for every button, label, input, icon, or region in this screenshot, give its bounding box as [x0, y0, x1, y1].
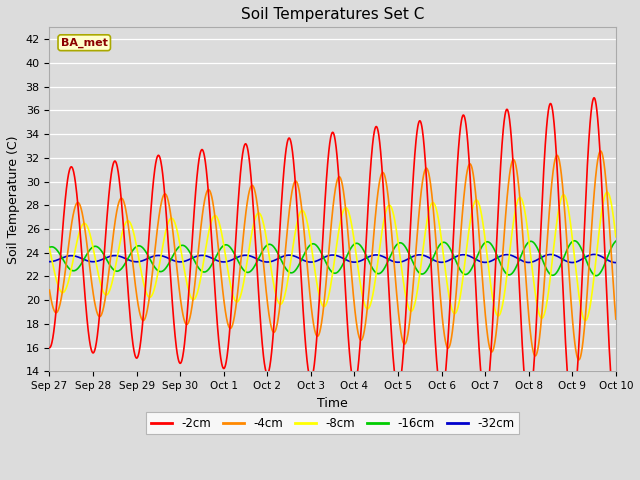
-4cm	[214, 242, 222, 248]
-2cm	[607, 374, 615, 380]
-32cm	[341, 256, 349, 262]
-8cm	[45, 246, 53, 252]
-4cm	[341, 202, 349, 208]
Y-axis label: Soil Temperature (C): Soil Temperature (C)	[7, 135, 20, 264]
-8cm	[607, 201, 615, 206]
Line: -32cm: -32cm	[49, 254, 616, 263]
Text: BA_met: BA_met	[61, 37, 108, 48]
-16cm	[214, 250, 222, 255]
-16cm	[612, 238, 620, 244]
-8cm	[214, 216, 222, 222]
-32cm	[529, 259, 537, 264]
-16cm	[607, 245, 615, 251]
-16cm	[45, 244, 53, 250]
-2cm	[529, 376, 537, 382]
-16cm	[570, 238, 578, 244]
-16cm	[231, 252, 239, 257]
-2cm	[214, 330, 222, 336]
-4cm	[612, 316, 620, 322]
-8cm	[612, 234, 620, 240]
-32cm	[45, 259, 53, 264]
-32cm	[231, 256, 239, 262]
-8cm	[223, 263, 231, 269]
-8cm	[603, 189, 611, 195]
-16cm	[223, 242, 231, 248]
-32cm	[223, 259, 231, 264]
-4cm	[575, 357, 582, 363]
-2cm	[223, 353, 231, 359]
-2cm	[612, 412, 620, 418]
-32cm	[214, 258, 222, 264]
Line: -2cm: -2cm	[49, 98, 616, 415]
-2cm	[231, 253, 239, 259]
-4cm	[231, 312, 239, 318]
-2cm	[590, 95, 598, 101]
-32cm	[607, 259, 615, 264]
Line: -8cm: -8cm	[49, 192, 616, 321]
-8cm	[529, 272, 537, 277]
-16cm	[529, 239, 537, 245]
X-axis label: Time: Time	[317, 396, 348, 410]
Line: -4cm: -4cm	[49, 151, 616, 360]
-4cm	[597, 148, 605, 154]
-32cm	[612, 260, 620, 265]
-32cm	[590, 252, 598, 257]
-8cm	[231, 297, 239, 303]
-4cm	[607, 251, 615, 256]
-2cm	[45, 345, 53, 350]
Title: Soil Temperatures Set C: Soil Temperatures Set C	[241, 7, 424, 22]
-2cm	[341, 284, 349, 290]
-16cm	[592, 273, 600, 278]
-16cm	[341, 257, 349, 263]
-4cm	[45, 287, 53, 293]
Line: -16cm: -16cm	[49, 241, 616, 276]
-4cm	[529, 347, 537, 353]
-8cm	[341, 205, 349, 211]
Legend: -2cm, -4cm, -8cm, -16cm, -32cm: -2cm, -4cm, -8cm, -16cm, -32cm	[146, 412, 520, 434]
-4cm	[223, 318, 231, 324]
-8cm	[581, 318, 589, 324]
